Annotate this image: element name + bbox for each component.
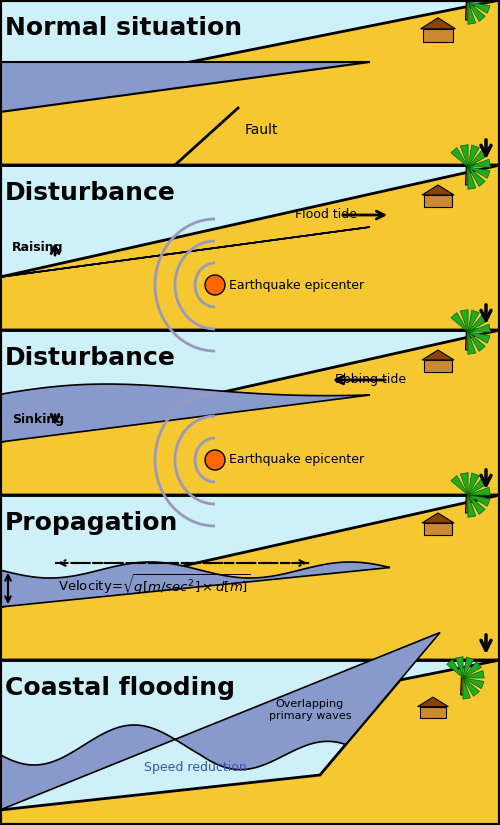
Polygon shape — [456, 657, 463, 678]
Polygon shape — [463, 678, 484, 689]
Polygon shape — [468, 315, 487, 332]
Polygon shape — [460, 309, 468, 332]
Text: Flood tide: Flood tide — [295, 209, 357, 221]
Text: Coastal flooding: Coastal flooding — [5, 676, 235, 700]
Text: Raising: Raising — [12, 242, 64, 254]
Polygon shape — [468, 0, 479, 2]
Polygon shape — [460, 678, 466, 695]
Polygon shape — [468, 167, 476, 190]
Polygon shape — [466, 2, 470, 20]
Polygon shape — [0, 0, 500, 165]
Polygon shape — [0, 227, 370, 277]
Polygon shape — [463, 662, 481, 678]
Polygon shape — [468, 473, 479, 495]
Polygon shape — [420, 706, 446, 718]
Circle shape — [205, 450, 225, 470]
Polygon shape — [463, 678, 479, 696]
Polygon shape — [463, 657, 473, 678]
Text: Speed reduction: Speed reduction — [144, 761, 246, 775]
Polygon shape — [422, 350, 454, 360]
Polygon shape — [0, 660, 500, 825]
Text: Disturbance: Disturbance — [5, 346, 176, 370]
Polygon shape — [460, 144, 468, 167]
Polygon shape — [468, 167, 490, 178]
Text: Normal situation: Normal situation — [5, 16, 242, 40]
Polygon shape — [0, 330, 500, 495]
Text: Earthquake epicenter: Earthquake epicenter — [229, 454, 364, 466]
Polygon shape — [420, 18, 456, 29]
Polygon shape — [424, 195, 452, 207]
Polygon shape — [0, 165, 500, 330]
Polygon shape — [460, 473, 468, 495]
Polygon shape — [463, 671, 484, 678]
Polygon shape — [468, 150, 487, 167]
Polygon shape — [468, 332, 485, 351]
Polygon shape — [468, 488, 490, 495]
Polygon shape — [468, 495, 485, 515]
Polygon shape — [0, 495, 500, 660]
Polygon shape — [451, 0, 468, 2]
Text: Propagation: Propagation — [5, 511, 178, 535]
Polygon shape — [0, 633, 440, 810]
Polygon shape — [468, 0, 487, 2]
Text: Ebbing tide: Ebbing tide — [335, 374, 406, 386]
Polygon shape — [468, 167, 485, 186]
Polygon shape — [0, 0, 500, 165]
Polygon shape — [460, 0, 468, 2]
Polygon shape — [0, 562, 390, 607]
Polygon shape — [466, 332, 470, 350]
Polygon shape — [0, 330, 500, 495]
Polygon shape — [422, 29, 454, 42]
Polygon shape — [468, 324, 490, 332]
Polygon shape — [468, 478, 487, 495]
Polygon shape — [0, 384, 370, 442]
Polygon shape — [468, 495, 476, 517]
Polygon shape — [0, 660, 500, 825]
Polygon shape — [0, 165, 500, 330]
Text: Sinking: Sinking — [12, 413, 64, 427]
Polygon shape — [468, 0, 490, 2]
Text: Earthquake epicenter: Earthquake epicenter — [229, 279, 364, 291]
Polygon shape — [422, 513, 454, 523]
Text: Velocity=$\sqrt{g[m/sec^2] \times d[m]}$: Velocity=$\sqrt{g[m/sec^2] \times d[m]}$ — [58, 573, 251, 597]
Polygon shape — [468, 495, 490, 507]
Polygon shape — [468, 145, 479, 167]
Polygon shape — [468, 332, 490, 343]
Polygon shape — [451, 313, 468, 332]
Polygon shape — [466, 167, 470, 185]
Polygon shape — [451, 475, 468, 495]
Polygon shape — [468, 2, 485, 21]
Polygon shape — [418, 697, 448, 706]
Polygon shape — [466, 495, 470, 513]
Text: Fault: Fault — [245, 123, 278, 137]
Polygon shape — [463, 678, 470, 699]
Polygon shape — [446, 659, 463, 678]
Text: Disturbance: Disturbance — [5, 181, 176, 205]
Polygon shape — [468, 2, 476, 25]
Text: Overlapping
primary waves: Overlapping primary waves — [269, 700, 351, 721]
Polygon shape — [0, 62, 370, 112]
Polygon shape — [424, 360, 452, 372]
Polygon shape — [0, 495, 500, 660]
Polygon shape — [468, 159, 490, 167]
Polygon shape — [451, 148, 468, 167]
Circle shape — [205, 275, 225, 295]
Polygon shape — [424, 523, 452, 535]
Polygon shape — [422, 185, 454, 195]
Polygon shape — [468, 2, 490, 13]
Polygon shape — [468, 332, 476, 355]
Polygon shape — [468, 310, 479, 332]
